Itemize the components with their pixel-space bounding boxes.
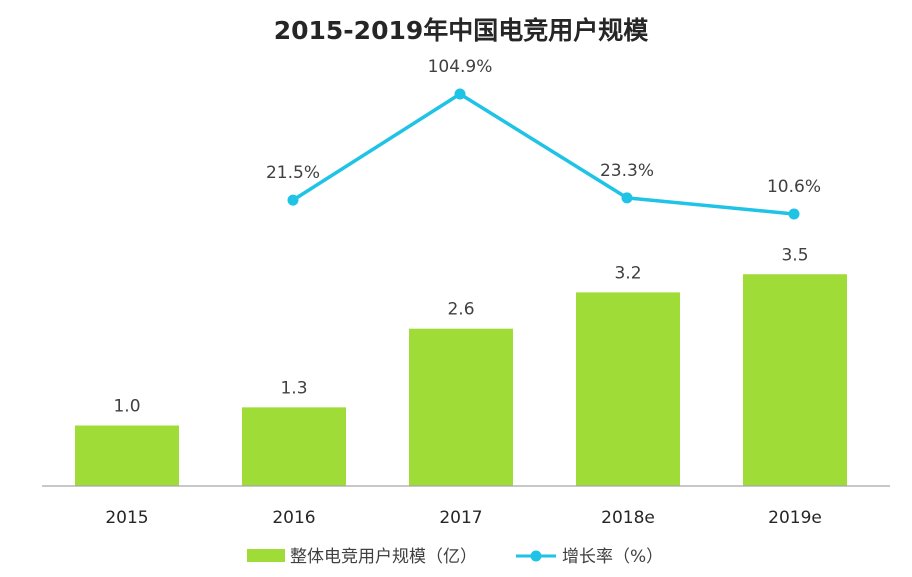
bar-series: 1.0 1.3 2.6 3.2 3.5 bbox=[75, 245, 847, 486]
x-tick-label-2015: 2015 bbox=[105, 508, 148, 528]
x-tick-label-2019e: 2019e bbox=[768, 508, 822, 528]
growth-point-2019e bbox=[788, 208, 800, 220]
bar-2017 bbox=[409, 328, 513, 486]
chart-title: 2015-2019年中国电竞用户规模 bbox=[274, 16, 650, 45]
legend-bar-label: 整体电竞用户规模（亿） bbox=[290, 547, 477, 567]
x-tick-label-2016: 2016 bbox=[272, 508, 315, 528]
bar-value-label-2017: 2.6 bbox=[447, 300, 474, 320]
legend: 整体电竞用户规模（亿） 增长率（%） bbox=[247, 547, 663, 567]
growth-value-label-2016: 21.5% bbox=[266, 163, 320, 183]
bar-value-label-2018e: 3.2 bbox=[614, 263, 641, 283]
x-tick-label-2018e: 2018e bbox=[601, 508, 655, 528]
bar-2019e bbox=[743, 274, 847, 486]
bar-2018e bbox=[576, 292, 680, 486]
bar-2016 bbox=[242, 407, 346, 486]
growth-value-label-2017: 104.9% bbox=[428, 57, 493, 77]
growth-line-series: 21.5% 104.9% 23.3% 10.6% bbox=[266, 57, 821, 220]
bar-value-label-2016: 1.3 bbox=[280, 378, 307, 398]
growth-point-2016 bbox=[287, 194, 299, 206]
legend-bar-swatch bbox=[247, 549, 285, 562]
bar-2015 bbox=[75, 425, 179, 486]
legend-line-label: 增长率（%） bbox=[562, 547, 663, 567]
bar-value-label-2019e: 3.5 bbox=[781, 245, 808, 265]
bar-value-label-2015: 1.0 bbox=[113, 397, 140, 417]
growth-point-2018e bbox=[621, 192, 633, 204]
x-axis-ticks: 2015 2016 2017 2018e 2019e bbox=[105, 508, 822, 528]
growth-point-2017 bbox=[454, 88, 466, 100]
growth-value-label-2019e: 10.6% bbox=[767, 177, 821, 197]
growth-value-label-2018e: 23.3% bbox=[600, 161, 654, 181]
x-tick-label-2017: 2017 bbox=[439, 508, 482, 528]
growth-line bbox=[292, 92, 795, 216]
legend-line-marker bbox=[530, 550, 542, 562]
